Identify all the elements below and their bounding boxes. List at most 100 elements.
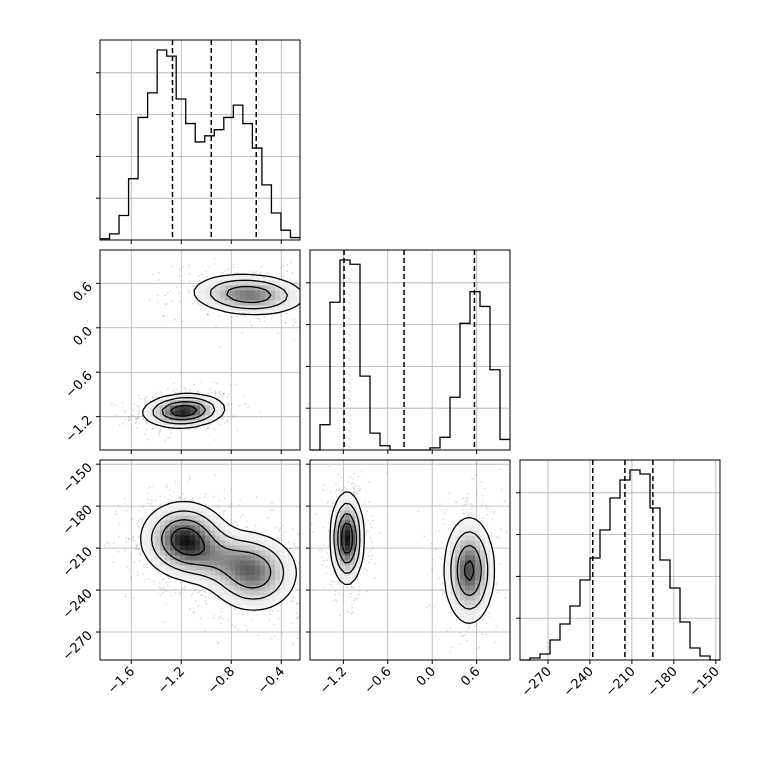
scatter-panel-0-2-cell-25-26 — [225, 525, 231, 531]
scatter-panel-1-2-point-1-91 — [468, 626, 471, 628]
scatter-panel-0-2-point-0-98 — [107, 542, 110, 545]
scatter-panel-1-2-cell-32-21 — [470, 550, 476, 556]
scatter-panel-0-2-cell-21-14 — [205, 585, 211, 591]
scatter-panel-1-2-cell-5-30 — [335, 505, 341, 511]
scatter-panel-0-2-point-1-145 — [303, 525, 305, 527]
scatter-panel-0-2-cell-28-21 — [240, 550, 246, 556]
scatter-panel-1-2-cell-28-13 — [450, 590, 456, 596]
scatter-panel-0-2-point-2-201 — [145, 578, 148, 580]
scatter-panel-1-2-point-0-241 — [374, 577, 376, 580]
scatter-panel-0-1-cell-21-9 — [205, 400, 211, 406]
scatter-panel-1-2-cell-6-23 — [340, 540, 346, 546]
scatter-panel-0-1-cell-36-33 — [280, 280, 286, 286]
scatter-panel-0-1-cell-21-29 — [205, 300, 211, 306]
scatter-panel-0-2-cell-23-24 — [215, 535, 221, 541]
scatter-panel-0-2-cell-27-12 — [235, 595, 241, 601]
scatter-panel-0-1-cell-20-7 — [200, 410, 206, 416]
scatter-panel-0-1-cell-32-30 — [260, 295, 266, 301]
scatter-panel-1-2-cell-28-22 — [450, 545, 456, 551]
scatter-panel-0-2-point-1-216 — [228, 605, 231, 608]
scatter-panel-1-2-point-1-162 — [474, 474, 477, 476]
scatter-panel-1-2-point-1-84 — [459, 631, 462, 634]
scatter-panel-0-2-point-0-300 — [222, 513, 225, 516]
scatter-panel-0-2-point-1-117 — [217, 642, 220, 645]
scatter-panel-1-2-point-0-426 — [349, 596, 352, 598]
scatter-panel-0-1-point-1-278 — [286, 263, 289, 266]
scatter-panel-0-1-cell-33-32 — [265, 285, 271, 291]
scatter-panel-0-1-point-1-29 — [181, 266, 184, 269]
scatter-panel-0-2-point-1-413 — [244, 625, 247, 628]
scatter-panel-0-2-point-0-504 — [188, 475, 191, 478]
scatter-panel-1-2-point-0-46 — [332, 599, 335, 602]
scatter-panel-0-2-cell-9-22 — [145, 545, 151, 551]
scatter-panel-0-2-cell-31-20 — [255, 555, 261, 561]
scatter-panel-0-1-point-1-310 — [201, 274, 204, 276]
scatter-panel-1-2-cell-30-18 — [460, 565, 466, 571]
scatter-panel-0-2-cell-14-24 — [170, 535, 176, 541]
scatter-panel-0-2-cell-21-24 — [205, 535, 211, 541]
scatter-panel-0-1-contour-3 — [170, 404, 198, 417]
scatter-panel-0-2-cell-22-16 — [210, 575, 216, 581]
scatter-panel-0-1-cell-21-10 — [205, 395, 211, 401]
scatter-panel-1-2-cell-27-22 — [445, 545, 451, 551]
scatter-panel-1-2-cell-29-11 — [455, 600, 461, 606]
scatter-panel-0-1-cell-38-30 — [290, 295, 296, 301]
scatter-panel-0-2-cell-34-14 — [270, 585, 276, 591]
scatter-panel-0-2-point-1-72 — [233, 607, 236, 610]
scatter-panel-0-2-point-0-505 — [118, 522, 121, 525]
scatter-panel-0-2-cell-29-11 — [245, 600, 251, 606]
scatter-panel-1-2-point-0-147 — [367, 554, 370, 557]
scatter-panel-0-2-cell-11-18 — [155, 565, 161, 571]
scatter-panel-0-1-cell-22-29 — [210, 300, 216, 306]
scatter-panel-0-1-point-0-454 — [145, 396, 148, 399]
scatter-panel-0-1-point-0-302 — [159, 429, 162, 431]
scatter-panel-1-2-point-0-404 — [339, 585, 342, 588]
scatter-panel-0-1-point-0-109 — [153, 427, 156, 430]
scatter-panel-0-1-point-0-375 — [134, 422, 137, 425]
scatter-panel-1-2-cell-33-26 — [475, 525, 481, 531]
scatter-panel-0-1-point-0-300 — [184, 387, 187, 390]
scatter-panel-0-1-point-1-7 — [241, 331, 244, 334]
scatter-panel-0-2-point-1-230 — [272, 509, 274, 511]
scatter-panel-0-1-point-0-146 — [124, 411, 127, 414]
scatter-panel-0-2-cell-30-15 — [250, 580, 256, 586]
scatter-panel-0-2-point-0-46 — [159, 495, 162, 497]
scatter-panel-0-1-cell-24-28 — [220, 305, 226, 311]
scatter-panel-0-1-point-1-65 — [294, 321, 297, 323]
scatter-panel-0-1-point-0-214 — [135, 420, 138, 423]
scatter-panel-0-2-cell-21-19 — [205, 560, 211, 566]
scatter-panel-1-2-point-0-432 — [354, 484, 357, 487]
scatter-panel-0-2-point-2-13 — [163, 578, 165, 580]
scatter-panel-0-2-point-1-257 — [297, 637, 299, 640]
scatter-panel-0-2-cell-29-18 — [245, 565, 251, 571]
hist-panel-2-step — [520, 469, 720, 661]
scatter-panel-0-2-point-0-298 — [124, 595, 127, 598]
scatter-panel-0-2-point-1-422 — [216, 641, 219, 644]
scatter-panel-1-2-point-1-106 — [503, 500, 506, 503]
scatter-panel-0-2-point-0-48 — [117, 505, 120, 507]
scatter-panel-0-2-point-0-227 — [106, 540, 108, 543]
scatter-panel-1-2-xtick-label-3: 0.6 — [458, 664, 483, 689]
scatter-panel-0-1-point-0-377 — [196, 390, 199, 393]
scatter-panel-0-2-point-0-509 — [183, 588, 186, 591]
scatter-panel-0-1-cell-29-30 — [245, 295, 251, 301]
scatter-panel-0-2-cell-19-20 — [195, 555, 201, 561]
scatter-panel-1-2-point-1-165 — [504, 596, 507, 599]
scatter-panel-0-2-cell-15-20 — [175, 555, 181, 561]
scatter-panel-1-2-cell-7-28 — [345, 515, 351, 521]
scatter-panel-0-2-cell-37-18 — [285, 565, 291, 571]
scatter-panel-0-1-point-1-268 — [213, 257, 216, 260]
scatter-panel-0-2-cell-34-16 — [270, 575, 276, 581]
scatter-panel-0-1-cell-13-9 — [165, 400, 171, 406]
scatter-panel-1-2: −1.2 −0.6 0.0 0.6 — [306, 459, 511, 697]
scatter-panel-0-2-cell-27-19 — [235, 560, 241, 566]
scatter-panel-0-1-point-1-88 — [282, 274, 285, 277]
scatter-panel-0-1-point-0-253 — [227, 403, 230, 406]
scatter-panel-0-1-cell-35-32 — [275, 285, 281, 291]
scatter-panel-0-2-cell-20-25 — [200, 530, 206, 536]
scatter-panel-1-2-cell-36-18 — [490, 565, 496, 571]
scatter-panel-0-2-point-0-285 — [181, 587, 183, 590]
scatter-panel-0-2-point-2-235 — [253, 610, 256, 613]
scatter-panel-0-1-point-1-342 — [277, 332, 279, 335]
